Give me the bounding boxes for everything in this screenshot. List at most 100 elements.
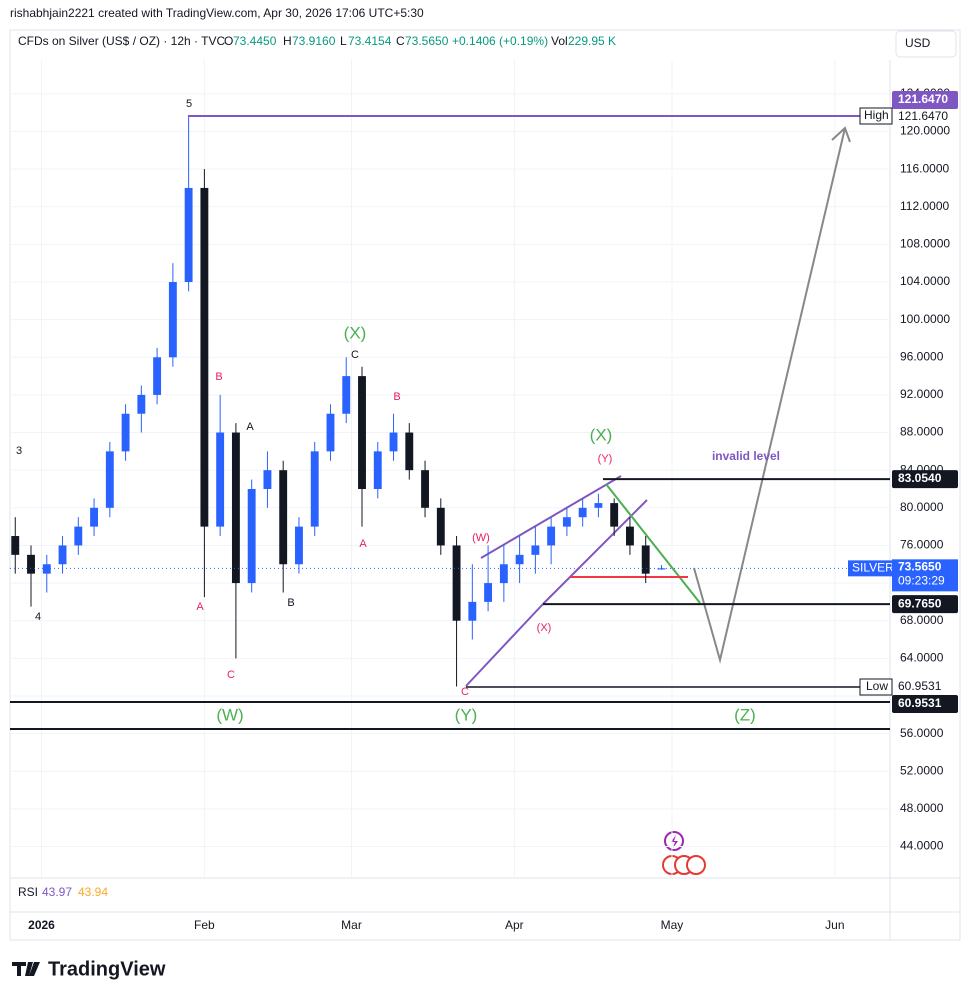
candle-body bbox=[216, 432, 225, 527]
candle-body bbox=[499, 564, 508, 584]
y-tick-label: 96.0000 bbox=[900, 349, 944, 363]
events bbox=[662, 831, 706, 875]
wave-label: B bbox=[393, 391, 400, 403]
candle-body bbox=[641, 545, 650, 574]
x-tick-label: Apr bbox=[505, 918, 524, 932]
wave-label: A bbox=[246, 421, 254, 433]
low-value: 60.9531 bbox=[898, 679, 942, 693]
candle-body bbox=[531, 545, 540, 555]
wave-label: A bbox=[359, 538, 367, 550]
candle-body bbox=[358, 376, 366, 489]
trend-line bbox=[465, 603, 544, 687]
rsi-value: 43.97 bbox=[42, 885, 72, 899]
y-tick-label: 92.0000 bbox=[900, 387, 944, 401]
candle-body bbox=[121, 413, 130, 452]
candle-body bbox=[58, 545, 67, 565]
wave-label: (W) bbox=[216, 705, 243, 724]
wave-label: (W) bbox=[472, 532, 490, 544]
high-badge bbox=[892, 91, 958, 110]
last-badge bbox=[892, 559, 958, 592]
symbol-badge-text: SILVER bbox=[852, 561, 894, 575]
candle-body bbox=[594, 503, 603, 508]
y-tick-label: 108.0000 bbox=[900, 237, 950, 251]
y-tick-label: 76.0000 bbox=[900, 538, 944, 552]
low-name-box bbox=[859, 678, 893, 696]
candle-body bbox=[405, 432, 414, 471]
y-tick-label: 104.0000 bbox=[900, 274, 950, 288]
wave-label: 5 bbox=[186, 98, 192, 110]
brand: TradingView bbox=[48, 958, 166, 980]
currency[interactable]: USD bbox=[905, 36, 931, 50]
candle-body bbox=[578, 507, 587, 518]
h-label: H bbox=[283, 34, 292, 48]
chart-frame bbox=[9, 29, 961, 941]
candle-body bbox=[263, 470, 272, 489]
change: +0.1406 (+0.19%) bbox=[452, 34, 548, 48]
currency-button[interactable] bbox=[895, 30, 957, 58]
wave-label: C bbox=[351, 349, 359, 361]
level-badge-text: 83.0540 bbox=[898, 471, 942, 485]
wave-label: (X) bbox=[344, 323, 367, 342]
candle-body bbox=[452, 545, 461, 621]
vol-label: Vol bbox=[551, 34, 568, 48]
high-value: 121.6470 bbox=[898, 109, 948, 123]
y-tick-label: 56.0000 bbox=[900, 726, 944, 740]
candle-body bbox=[373, 451, 382, 489]
candle-body bbox=[468, 601, 477, 621]
y-tick-label: 116.0000 bbox=[900, 161, 949, 175]
low-value-box bbox=[892, 678, 958, 695]
candle-body bbox=[610, 503, 619, 527]
y-tick-label: 48.0000 bbox=[900, 801, 944, 815]
candle-body bbox=[90, 507, 98, 527]
event-flag[interactable] bbox=[686, 855, 706, 875]
candle-body bbox=[295, 526, 303, 565]
level-badge bbox=[892, 695, 958, 713]
y-tick-label: 112.0000 bbox=[900, 199, 949, 213]
candle-body bbox=[105, 451, 114, 508]
c-label: C bbox=[396, 34, 405, 48]
candle-body bbox=[389, 432, 398, 452]
x-tick-label: May bbox=[661, 918, 684, 932]
l-label: L bbox=[340, 34, 347, 48]
wave-label: C bbox=[227, 669, 235, 681]
high-name-box bbox=[859, 107, 893, 125]
countdown: 09:23:29 bbox=[898, 574, 945, 588]
symbol-badge bbox=[848, 560, 892, 577]
last-price: 73.5650 bbox=[898, 560, 942, 574]
y-tick-label: 88.0000 bbox=[900, 425, 944, 439]
candle-body bbox=[11, 536, 20, 555]
wave-label: (Y) bbox=[455, 705, 478, 724]
rsi-smoothed: 43.94 bbox=[78, 885, 108, 899]
y-tick-label: 68.0000 bbox=[900, 613, 944, 627]
candle-body bbox=[74, 526, 83, 546]
high: 73.9160 bbox=[292, 34, 336, 48]
candle-body bbox=[626, 526, 634, 546]
candle-body bbox=[231, 432, 240, 584]
wave-label: 4 bbox=[35, 611, 41, 623]
y-tick-label: 120.0000 bbox=[900, 124, 950, 138]
y-tick-label: 80.0000 bbox=[900, 500, 944, 514]
level-badge-text: 69.7650 bbox=[898, 596, 942, 610]
trend-line bbox=[480, 475, 622, 559]
candle-body bbox=[247, 488, 256, 584]
event-bolt bbox=[671, 835, 678, 848]
candle-body bbox=[421, 470, 429, 508]
candle-body bbox=[200, 187, 209, 527]
wave-label: (X) bbox=[590, 425, 613, 444]
candle-body bbox=[184, 187, 193, 283]
candle-body bbox=[436, 507, 445, 546]
candle-body bbox=[484, 583, 493, 602]
candle-body bbox=[27, 554, 35, 574]
candle-body bbox=[168, 282, 177, 358]
wave-label: 3 bbox=[16, 445, 22, 457]
candle-body bbox=[137, 394, 146, 414]
y-tick-label: 52.0000 bbox=[900, 763, 944, 777]
wave-label: (X) bbox=[537, 622, 552, 634]
x-tick-label: Mar bbox=[341, 918, 362, 932]
wave-label: B bbox=[215, 371, 222, 383]
trend-line bbox=[605, 483, 701, 604]
candle-body bbox=[562, 517, 571, 527]
credit: rishabhjain2221 created with TradingView… bbox=[10, 6, 424, 20]
